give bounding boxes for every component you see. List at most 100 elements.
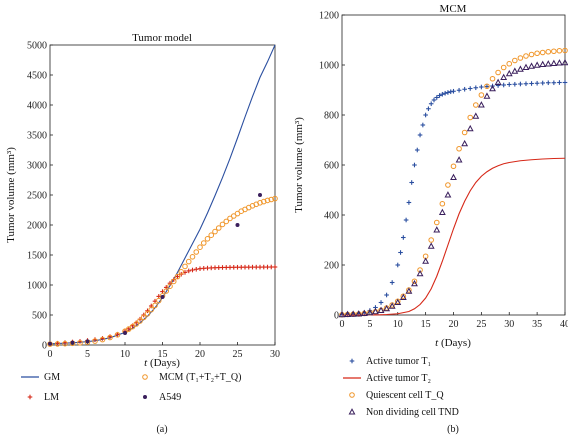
- data-point: [403, 217, 409, 223]
- data-point: [484, 83, 490, 90]
- y-tick-label: 3000: [27, 161, 47, 172]
- x-tick-label: 25: [476, 319, 486, 330]
- series-2: [47, 264, 278, 347]
- data-point: [562, 80, 568, 85]
- data-point: [377, 306, 385, 313]
- data-point: [473, 102, 479, 108]
- data-point: [114, 332, 121, 338]
- data-point: [455, 156, 463, 163]
- x-tick-label: 30: [270, 349, 280, 360]
- data-point: [557, 80, 562, 85]
- data-point: [439, 200, 446, 207]
- data-point: [562, 47, 568, 54]
- x-tick-label: 5: [85, 349, 90, 360]
- data-point: [555, 59, 563, 66]
- series-4: [338, 58, 568, 318]
- data-point: [411, 278, 418, 285]
- data-point: [409, 180, 414, 185]
- data-point: [412, 162, 417, 168]
- chart-a-x-axis-var: t: [144, 357, 148, 369]
- data-point: [394, 298, 402, 305]
- data-point: [272, 195, 278, 202]
- data-point: [533, 61, 541, 68]
- series-line: [342, 157, 566, 316]
- data-point: [398, 250, 403, 255]
- data-point: [434, 95, 440, 100]
- x-tick-label: 35: [532, 319, 542, 330]
- data-point: [528, 62, 535, 69]
- data-point: [466, 124, 474, 132]
- legend-item: Active tumor T₂: [343, 373, 431, 384]
- data-point: [417, 132, 423, 138]
- data-point: [417, 267, 423, 273]
- data-point: [506, 60, 513, 67]
- data-point: [478, 92, 485, 98]
- data-point: [512, 57, 518, 64]
- data-point: [258, 193, 262, 197]
- series-4: [48, 193, 262, 346]
- x-tick-label: 10: [393, 319, 403, 330]
- chart-b-x-axis-unit: (Days): [438, 337, 471, 349]
- chart-b-y-axis: 0 200 400 600 800 1000 1200: [319, 11, 345, 322]
- data-point: [62, 340, 68, 347]
- data-point: [167, 280, 173, 286]
- data-point: [48, 341, 52, 346]
- data-point: [451, 88, 456, 94]
- x-tick-label: 15: [421, 319, 431, 330]
- series-2: [342, 157, 566, 316]
- chart-b-x-axis-label: t (Days): [435, 337, 471, 349]
- data-point: [456, 145, 462, 152]
- data-point: [401, 235, 406, 240]
- data-point: [107, 334, 113, 341]
- data-point: [208, 232, 215, 238]
- data-point: [140, 314, 147, 321]
- data-point: [200, 240, 207, 246]
- x-tick-label: 20: [195, 349, 205, 360]
- data-point: [70, 340, 75, 345]
- y-tick-label: 3500: [27, 131, 47, 142]
- y-tick-label: 1000: [319, 61, 339, 72]
- chart-b-series: [338, 47, 568, 318]
- data-point: [175, 274, 180, 279]
- data-point: [456, 87, 462, 93]
- data-point: [399, 293, 407, 300]
- y-tick-label: 800: [324, 111, 339, 122]
- data-point: [423, 112, 428, 118]
- y-tick-label: 1500: [27, 251, 47, 262]
- chart-b-title: MCM: [440, 3, 467, 15]
- data-point: [550, 59, 558, 66]
- data-point: [174, 273, 181, 280]
- data-point: [264, 197, 271, 204]
- x-tick-label: 5: [367, 319, 372, 330]
- data-point: [163, 288, 170, 294]
- data-point: [257, 200, 263, 206]
- y-tick-label: 0: [334, 311, 339, 322]
- data-point: [545, 48, 552, 55]
- data-point: [193, 249, 200, 255]
- data-point: [556, 47, 563, 54]
- data-point: [426, 106, 431, 112]
- data-point: [494, 78, 502, 85]
- legend-swatch: [349, 358, 355, 364]
- data-point: [428, 101, 434, 107]
- data-point: [405, 287, 413, 294]
- data-point: [442, 90, 448, 96]
- data-point: [522, 63, 530, 70]
- data-point: [219, 221, 226, 228]
- data-point: [167, 283, 173, 290]
- data-point: [505, 69, 513, 77]
- data-point: [433, 219, 440, 226]
- chart-b-x-axis: 0 5 10 15 20 25 30 35 40: [340, 312, 568, 330]
- data-point: [551, 80, 557, 86]
- data-point: [440, 91, 445, 97]
- y-tick-label: 500: [32, 311, 47, 322]
- data-point: [260, 198, 267, 205]
- legend-item: GM: [21, 372, 60, 383]
- data-point: [517, 55, 524, 61]
- data-point: [85, 339, 90, 344]
- chart-a-plot-frame: [49, 44, 276, 346]
- data-point: [462, 86, 467, 92]
- data-point: [155, 297, 162, 304]
- data-point: [489, 75, 496, 82]
